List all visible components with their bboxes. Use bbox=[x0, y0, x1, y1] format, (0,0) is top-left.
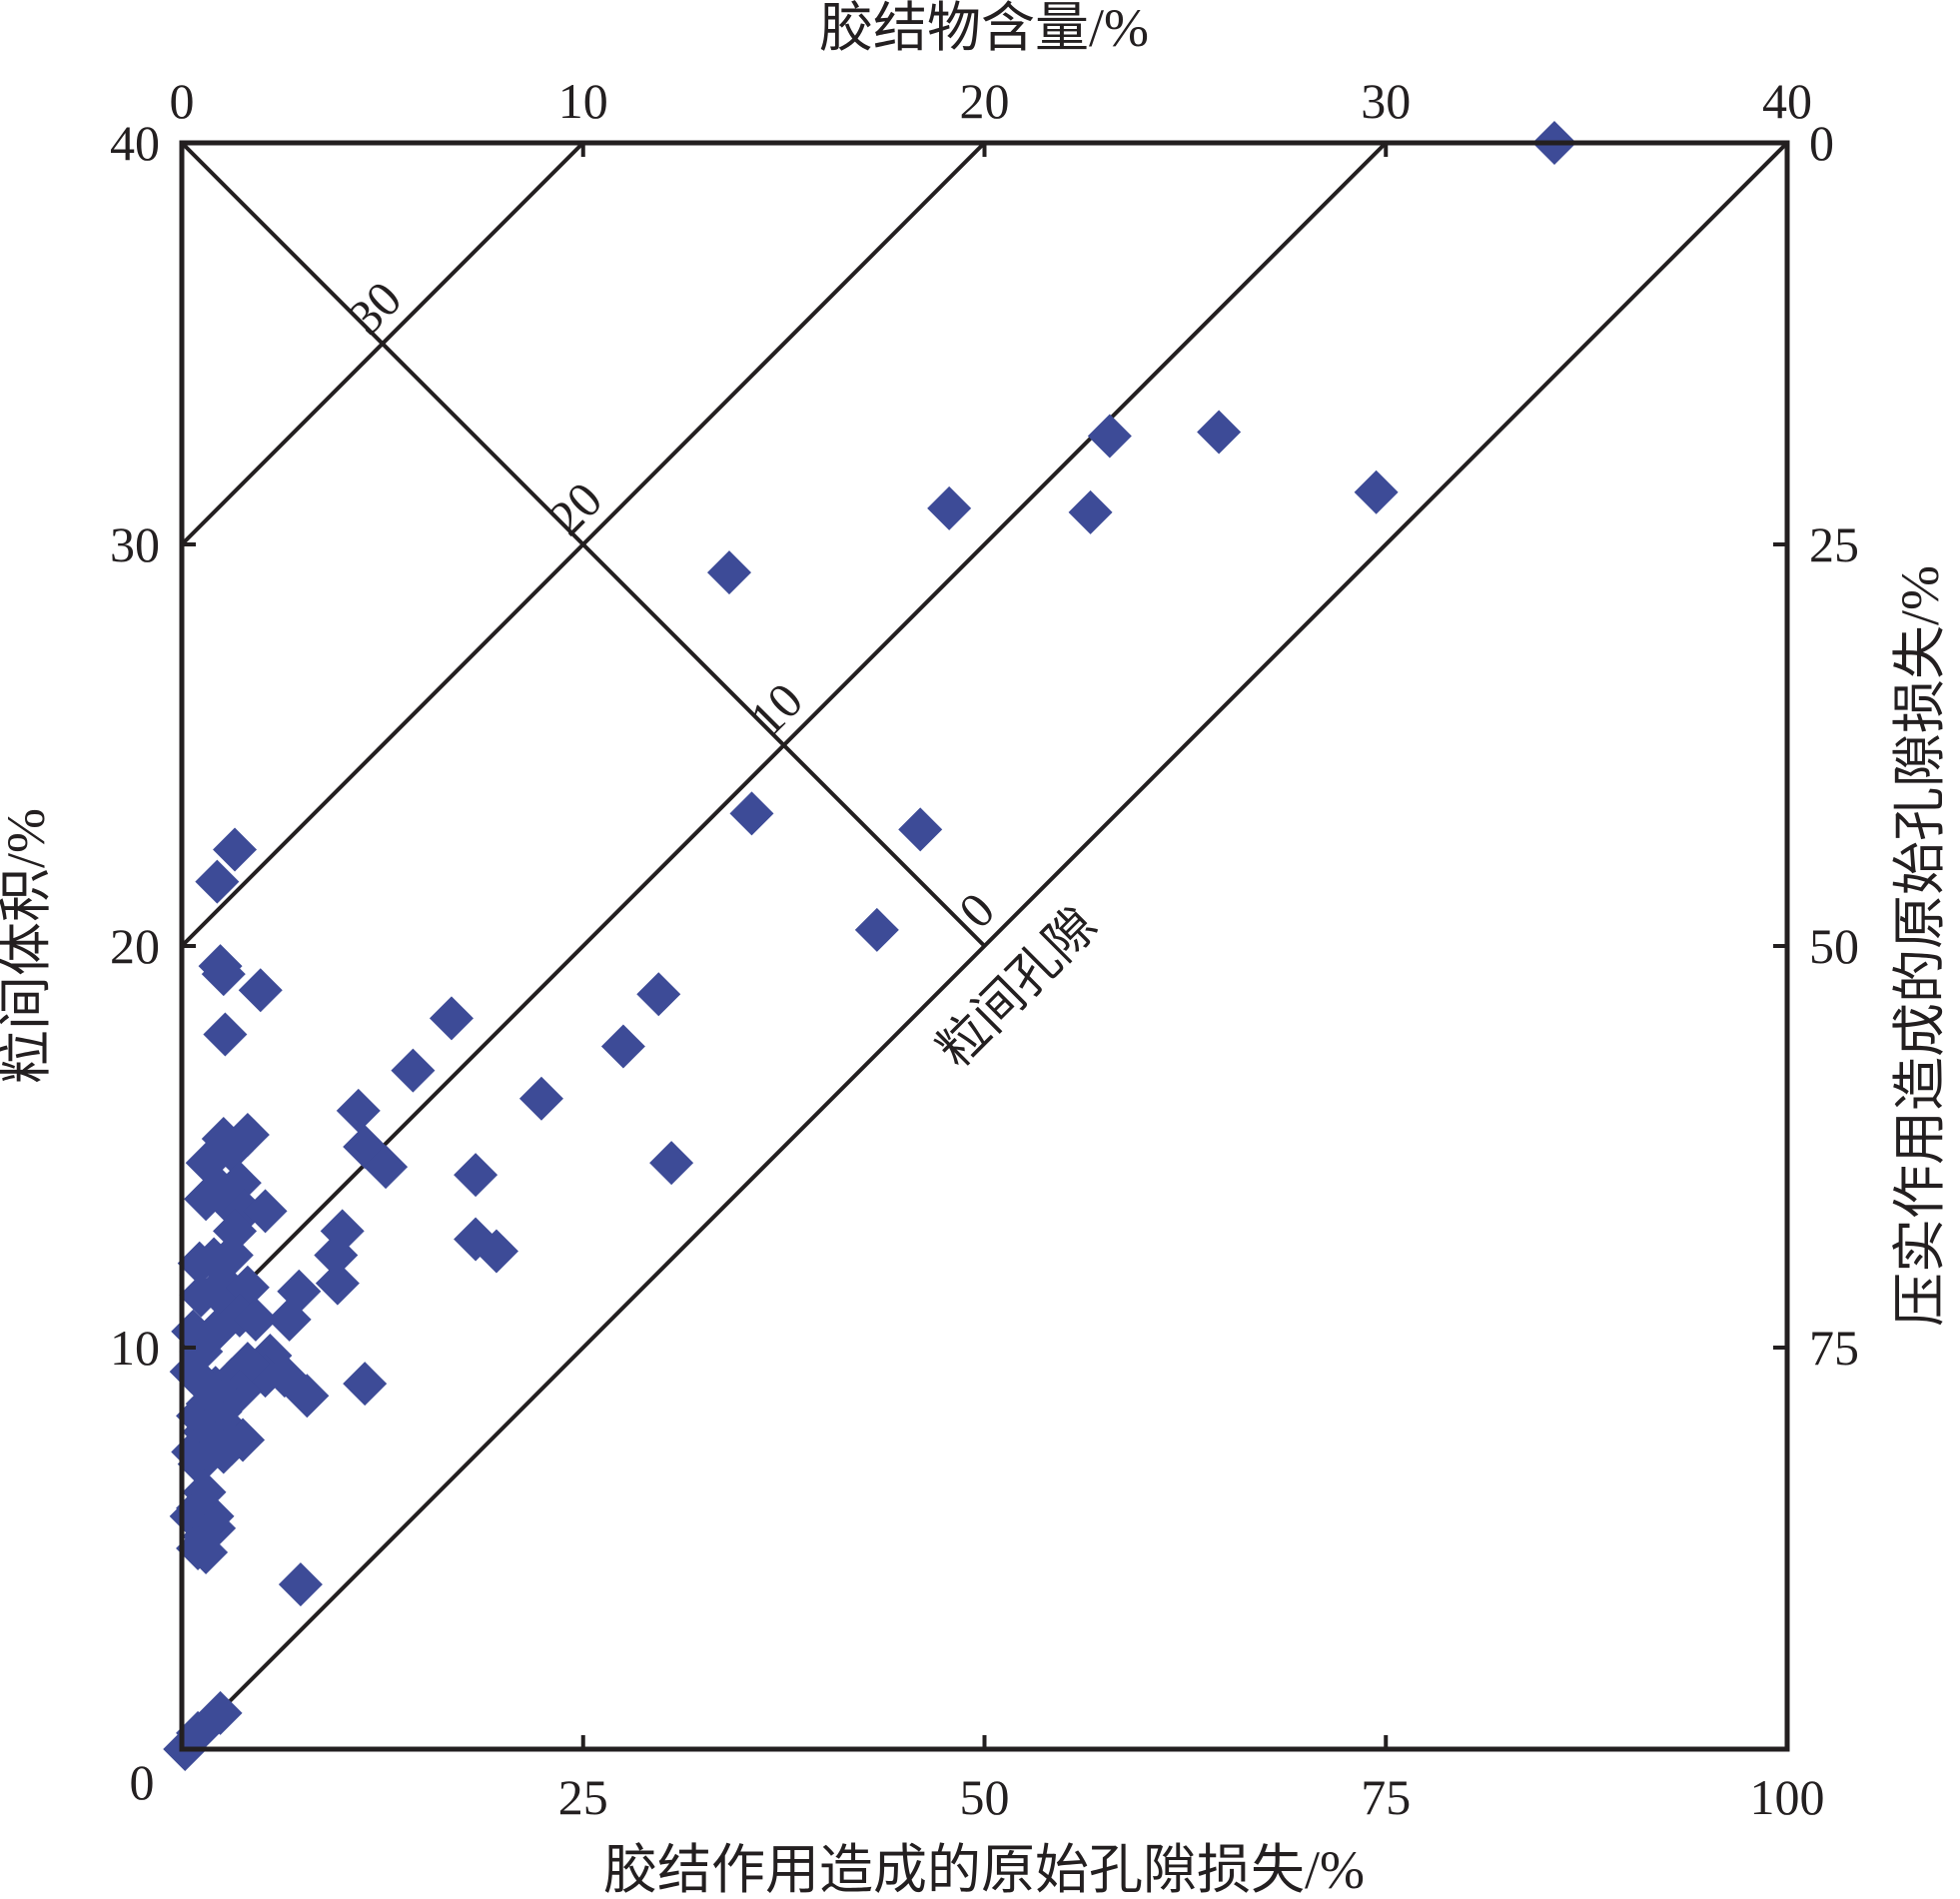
data-point bbox=[454, 1153, 498, 1198]
data-point bbox=[243, 1189, 288, 1234]
left-tick-label: 30 bbox=[110, 516, 160, 572]
data-point bbox=[429, 996, 474, 1041]
left-tick-label: 20 bbox=[110, 918, 160, 974]
data-point bbox=[278, 1562, 323, 1607]
data-points bbox=[163, 121, 1576, 1771]
data-point bbox=[1087, 414, 1132, 459]
axis-ticks bbox=[180, 141, 1789, 1749]
data-point bbox=[391, 1048, 436, 1093]
data-point bbox=[1068, 489, 1113, 534]
data-point bbox=[184, 1530, 229, 1575]
data-point bbox=[1197, 410, 1242, 455]
data-point bbox=[238, 968, 283, 1013]
data-point bbox=[636, 972, 681, 1017]
data-point bbox=[177, 1441, 222, 1486]
right-tick-label: 25 bbox=[1809, 516, 1859, 572]
data-point bbox=[927, 485, 972, 530]
top-tick-label: 30 bbox=[1361, 73, 1411, 129]
data-point bbox=[1354, 470, 1399, 514]
data-point bbox=[209, 1129, 254, 1174]
bottom-tick-label: 25 bbox=[558, 1769, 608, 1825]
data-point bbox=[314, 1233, 359, 1278]
right-tick-label: 0 bbox=[1809, 115, 1834, 171]
bottom-tick-label: 75 bbox=[1361, 1769, 1411, 1825]
data-point bbox=[315, 1261, 360, 1306]
top-axis-title: 胶结物含量/% bbox=[819, 0, 1149, 58]
right-tick-label: 75 bbox=[1809, 1320, 1859, 1376]
data-point bbox=[285, 1374, 330, 1419]
data-point bbox=[336, 1088, 381, 1133]
data-point bbox=[474, 1229, 518, 1274]
data-point bbox=[195, 859, 240, 904]
data-point bbox=[518, 1076, 563, 1121]
bottom-tick-label: 100 bbox=[1750, 1769, 1825, 1825]
data-point bbox=[343, 1362, 388, 1407]
data-point bbox=[267, 1297, 312, 1342]
top-tick-label: 10 bbox=[558, 73, 608, 129]
guide-lines bbox=[180, 141, 1789, 1751]
porosity-diagonal bbox=[180, 141, 986, 948]
intergranular-porosity-label: 粒间孔隙 bbox=[926, 896, 1107, 1077]
bottom-tick-label: 50 bbox=[960, 1769, 1010, 1825]
right-tick-label: 50 bbox=[1809, 918, 1859, 974]
data-point bbox=[364, 1145, 409, 1190]
data-point bbox=[898, 807, 943, 852]
bottom-tick-label: 0 bbox=[130, 1754, 155, 1810]
data-point bbox=[213, 827, 258, 872]
data-point bbox=[854, 907, 899, 952]
data-point bbox=[706, 550, 751, 595]
top-tick-label: 20 bbox=[960, 73, 1010, 129]
data-point bbox=[600, 1024, 645, 1069]
data-point bbox=[729, 791, 774, 836]
left-axis-title: 粒间体积/% bbox=[0, 808, 56, 1084]
data-point bbox=[203, 1012, 248, 1057]
data-point bbox=[649, 1141, 694, 1186]
porosity-value-label: 30 bbox=[337, 271, 412, 346]
top-tick-label: 40 bbox=[1762, 73, 1812, 129]
left-tick-label: 10 bbox=[110, 1320, 160, 1376]
porosity-value-label: 10 bbox=[738, 672, 813, 747]
porosity-value-label: 0 bbox=[948, 881, 1005, 938]
right-axis-title: 压实作用造成的原始孔隙损失/% bbox=[1890, 565, 1950, 1327]
porosity-value-label: 20 bbox=[537, 472, 612, 546]
data-point bbox=[233, 1297, 278, 1342]
top-tick-label: 0 bbox=[170, 73, 195, 129]
left-tick-label: 40 bbox=[110, 115, 160, 171]
data-point bbox=[201, 952, 246, 997]
bottom-axis-title: 胶结作用造成的原始孔隙损失/% bbox=[603, 1840, 1365, 1899]
